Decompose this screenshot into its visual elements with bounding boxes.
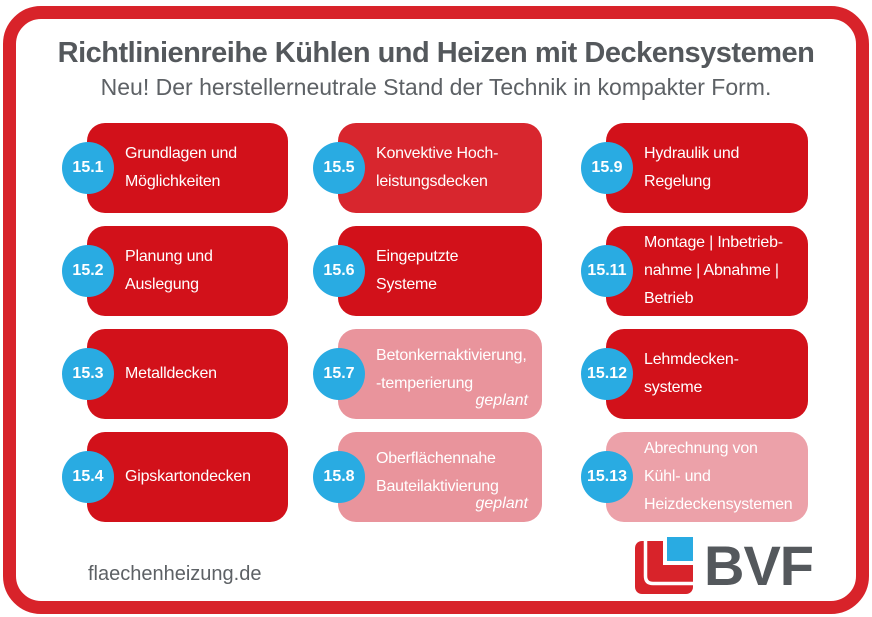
topic-line: -temperierung	[376, 375, 474, 392]
topic-line: Gipskartondecken	[125, 468, 251, 485]
topic-card-15-9: 15.9 Hydraulik und Regelung	[581, 123, 808, 213]
topic-card-15-6: 15.6 Eingeputzte Systeme	[313, 226, 542, 316]
topic-number-badge: 15.6	[313, 245, 365, 297]
topic-line: leistungsdecken	[376, 173, 488, 190]
topic-line: Heizdeckensystemen	[644, 496, 793, 513]
topic-card-15-12: 15.12 Lehmdecken- systeme	[581, 329, 808, 419]
page-title: Richtlinienreihe Kühlen und Heizen mit D…	[57, 37, 815, 69]
website-url: flaechenheizung.de	[88, 563, 262, 585]
topic-grid: 15.1 Grundlagen und Möglichkeiten 15.5 K…	[62, 123, 808, 522]
topic-number-badge: 15.11	[581, 245, 633, 297]
topic-line: Regelung	[644, 173, 711, 190]
topic-number-badge: 15.13	[581, 451, 633, 503]
topic-line: Metalldecken	[125, 365, 217, 382]
page-subtitle: Neu! Der herstellerneutrale Stand der Te…	[100, 74, 772, 100]
topic-number-badge: 15.3	[62, 348, 114, 400]
topic-line: Kühl- und	[644, 468, 711, 485]
bvf-logo-icon	[635, 537, 694, 594]
topic-number-badge: 15.9	[581, 142, 633, 194]
topic-line: Möglichkeiten	[125, 173, 221, 190]
topic-number-badge: 15.2	[62, 245, 114, 297]
planned-label: geplant	[475, 392, 529, 409]
topic-number-badge: 15.4	[62, 451, 114, 503]
planned-label: geplant	[475, 495, 529, 512]
topic-line: nahme | Abnahme |	[644, 262, 779, 279]
topic-line: Lehmdecken-	[644, 351, 739, 368]
bvf-logo-text: BVF	[704, 534, 814, 597]
topic-line: Eingeputzte	[376, 248, 459, 265]
topic-line: Montage | Inbetrieb-	[644, 234, 783, 251]
topic-number-badge: 15.5	[313, 142, 365, 194]
topic-number-badge: 15.12	[581, 348, 633, 400]
topic-card-15-13: 15.13 Abrechnung von Kühl- und Heizdecke…	[581, 432, 808, 522]
topic-card-15-4: 15.4 Gipskartondecken	[62, 432, 288, 522]
topic-card-15-1: 15.1 Grundlagen und Möglichkeiten	[62, 123, 288, 213]
topic-line: Oberflächennahe	[376, 450, 496, 467]
topic-line: Abrechnung von	[644, 440, 758, 457]
topic-card-15-8: 15.8 Oberflächennahe Bauteilaktivierung …	[313, 432, 542, 522]
topic-card-15-11: 15.11 Montage | Inbetrieb- nahme | Abnah…	[581, 226, 808, 316]
bvf-logo: BVF	[634, 534, 814, 597]
topic-card-15-2: 15.2 Planung und Auslegung	[62, 226, 288, 316]
topic-number-badge: 15.8	[313, 451, 365, 503]
topic-card-15-3: 15.3 Metalldecken	[62, 329, 288, 419]
topic-line: Planung und	[125, 248, 213, 265]
topic-line: Systeme	[376, 276, 437, 293]
topic-number-badge: 15.7	[313, 348, 365, 400]
topic-card-15-7: 15.7 Betonkernaktivierung, -temperierung…	[313, 329, 542, 419]
topic-line: Auslegung	[125, 276, 199, 293]
topic-line: systeme	[644, 379, 703, 396]
topic-card-15-5: 15.5 Konvektive Hoch- leistungsdecken	[313, 123, 542, 213]
topic-line: Betonkernaktivierung,	[376, 347, 527, 364]
topic-line: Betrieb	[644, 290, 694, 307]
topic-line: Grundlagen und	[125, 145, 237, 162]
topic-line: Bauteilaktivierung	[376, 478, 499, 495]
topic-line: Konvektive Hoch-	[376, 145, 499, 162]
topic-line: Hydraulik und	[644, 145, 740, 162]
topic-number-badge: 15.1	[62, 142, 114, 194]
